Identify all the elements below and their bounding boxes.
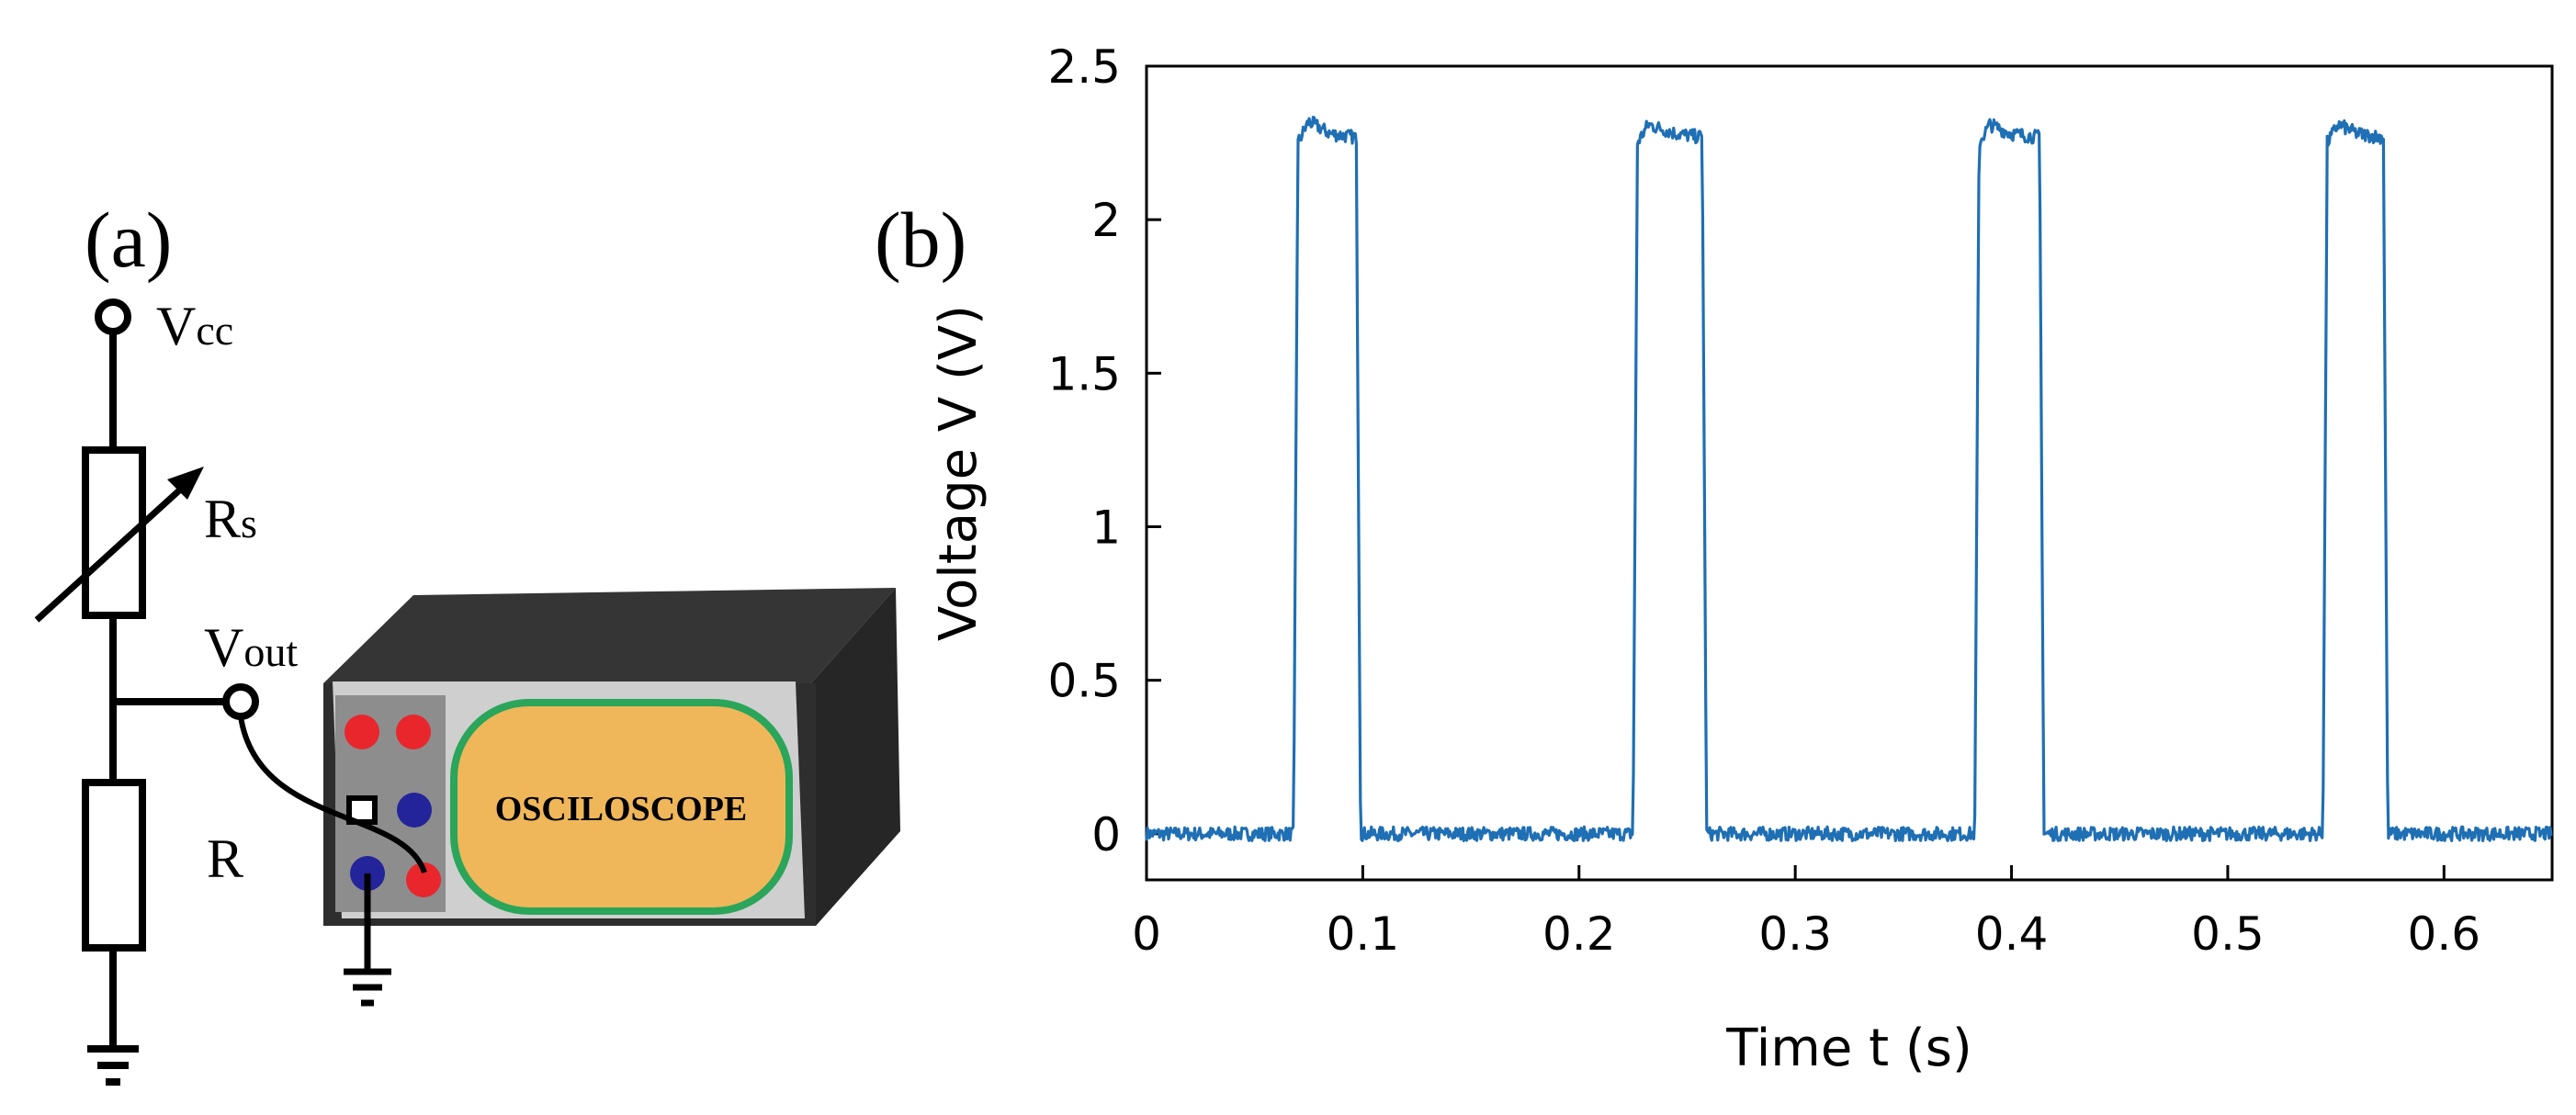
vout-label-sub: out <box>243 628 298 675</box>
y-tick-label: 1 <box>1091 501 1121 555</box>
vcc-label-main: V <box>156 296 196 356</box>
rs-arrow-shaft <box>34 479 191 623</box>
y-tick-label: 2.5 <box>1047 40 1121 94</box>
x-axis: 0 0.1 0.2 0.3 0.4 0.5 0.6 <box>1132 865 2480 961</box>
y-axis-label: Voltage V (V) <box>929 305 989 641</box>
panel-a: (a) Vcc Rs Vout R <box>34 196 900 1086</box>
y-tick-label: 0.5 <box>1047 655 1121 708</box>
x-tick-label: 0 <box>1132 907 1161 961</box>
panel-b: (b) 0 0.1 0.2 0.3 0.4 0.5 0.6 0 0.5 1 1.5 2 2.5 Tim… <box>875 40 2554 1078</box>
x-tick-label: 0.5 <box>2191 907 2265 961</box>
vout-terminal <box>222 683 259 720</box>
rs-label: Rs <box>204 489 257 549</box>
panel-b-label: (b) <box>875 196 966 284</box>
jack-blue-1 <box>397 793 432 828</box>
rs-arrow-head <box>167 467 204 500</box>
probe-cable <box>238 715 427 874</box>
vcc-label-sub: cc <box>196 307 233 354</box>
jack-red-1 <box>345 715 379 749</box>
x-tick-label: 0.1 <box>1327 907 1400 961</box>
y-tick-label: 0 <box>1091 808 1121 862</box>
y-axis: 0 0.5 1 1.5 2 2.5 <box>1047 40 1161 862</box>
voltage-trace <box>1145 116 2553 842</box>
resistor-r <box>82 779 146 952</box>
rs-label-main: R <box>204 489 241 549</box>
jack-red-3 <box>406 862 441 897</box>
vout-label: Vout <box>204 617 298 678</box>
x-tick-label: 0.6 <box>2408 907 2481 961</box>
y-tick-label: 2 <box>1091 194 1121 247</box>
rs-label-sub: s <box>241 500 257 546</box>
oscilloscope-screen <box>450 699 793 915</box>
plot-frame <box>1145 64 2554 882</box>
x-tick-label: 0.2 <box>1542 907 1616 961</box>
scope-ground-icon <box>344 968 391 1007</box>
oscilloscope-side <box>810 588 900 926</box>
vcc-terminal <box>95 298 131 335</box>
oscilloscope-top <box>323 588 896 684</box>
oscilloscope-label: OSCILOSCOPE <box>495 790 748 828</box>
jack-red-2 <box>396 715 431 749</box>
x-tick-label: 0.3 <box>1758 907 1832 961</box>
oscilloscope-device: OSCILOSCOPE <box>323 588 900 926</box>
r-label: R <box>207 828 243 889</box>
vout-label-main: V <box>204 617 243 678</box>
x-tick-label: 0.4 <box>1975 907 2049 961</box>
y-tick-label: 1.5 <box>1047 347 1121 400</box>
ground-icon <box>87 1045 139 1086</box>
x-axis-label: Time t (s) <box>1725 1019 1972 1078</box>
vcc-label: Vcc <box>156 296 233 356</box>
panel-a-label: (a) <box>85 196 172 284</box>
